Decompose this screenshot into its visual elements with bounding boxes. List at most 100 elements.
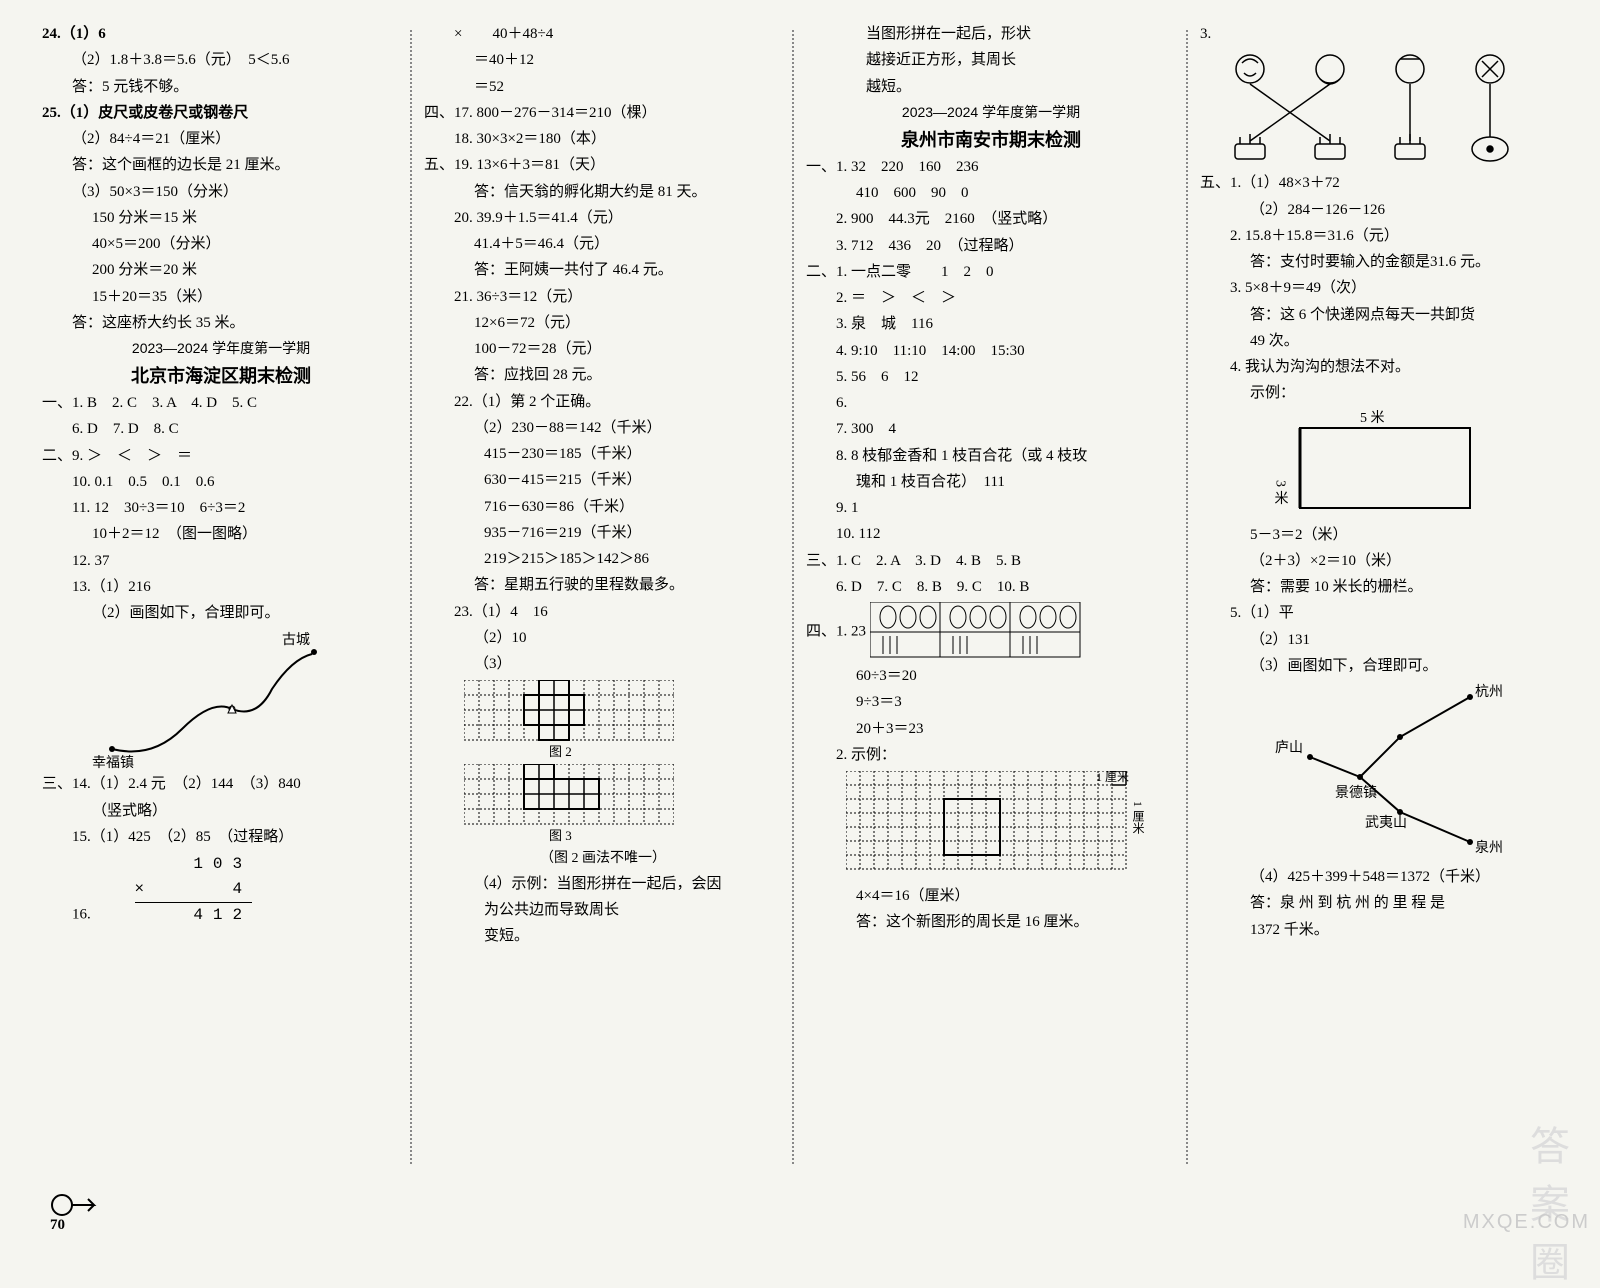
c3-s4-calc1: 60÷3＝20 bbox=[806, 665, 1176, 688]
fence-rect: 5 米 3 米 bbox=[1240, 410, 1558, 520]
beijing-s3-16: 16. 103 × 4 412 bbox=[42, 852, 400, 927]
figure-3: 图 3 bbox=[464, 764, 782, 844]
grid-shape: 1 厘米 1 厘米 bbox=[846, 771, 1176, 881]
c2-s5-19: 五、19. 13×6＋3＝81（天） bbox=[424, 154, 782, 177]
q25-9: 答：这座桥大约长 35 米。 bbox=[42, 312, 400, 335]
q24-1: 24.（1）6 bbox=[42, 23, 400, 46]
c3-s2-6: 6. bbox=[806, 392, 1176, 415]
beijing-s3-14: 三、14.（1）2.4 元 （2）144 （3）840 bbox=[42, 773, 400, 796]
beijing-s3-15: 15.（1）425 （2）85 （过程略） bbox=[42, 826, 400, 849]
svg-text:5 米: 5 米 bbox=[1360, 410, 1385, 426]
svg-text:3 米: 3 米 bbox=[1273, 480, 1289, 505]
q25-5: 150 分米＝15 米 bbox=[42, 207, 400, 230]
q25-8: 15＋20＝35（米） bbox=[42, 286, 400, 309]
beijing-s2-13: 13.（1）216 bbox=[42, 576, 400, 599]
route-map: 杭州 庐山 景德镇 武夷山 泉州 bbox=[1240, 682, 1558, 862]
svg-text:泉州: 泉州 bbox=[1475, 839, 1503, 856]
c4-s5-1b: （2）284－126－126 bbox=[1200, 199, 1558, 222]
page-container: 24.（1）6 （2）1.8＋3.8＝5.6（元） 5＜5.6 答：5 元钱不够… bbox=[0, 0, 1600, 1244]
c2-eq1: ＝40＋12 bbox=[424, 49, 782, 72]
title-quanzhou: 泉州市南安市期末检测 bbox=[806, 126, 1176, 152]
c2-s5-19b: 答：信天翁的孵化期大约是 81 天。 bbox=[424, 181, 782, 204]
c4-s5-3b: 答：这 6 个快递网点每天一共卸货 bbox=[1200, 304, 1558, 327]
c4-s5-5b: （2）131 bbox=[1200, 629, 1558, 652]
c4-s5-4: 4. 我认为沟沟的想法不对。 bbox=[1200, 356, 1558, 379]
c3-s2-8b: 瑰和 1 枝百合花） 111 bbox=[806, 471, 1176, 494]
c2-s5-20c: 答：王阿姨一共付了 46.4 元。 bbox=[424, 259, 782, 282]
c2-s5-21: 21. 36÷3＝12（元） bbox=[424, 286, 782, 309]
c4-s5-4d: （2＋3）×2＝10（米） bbox=[1200, 550, 1558, 573]
q25-3: 答：这个画框的边长是 21 厘米。 bbox=[42, 154, 400, 177]
q25-1: 25.（1）皮尺或皮卷尺或钢卷尺 bbox=[42, 102, 400, 125]
c4-s5-5f: 1372 千米。 bbox=[1200, 919, 1558, 942]
c3-s2-9: 9. 1 bbox=[806, 497, 1176, 520]
beijing-s2-13b: （2）画图如下，合理即可。 bbox=[42, 602, 400, 625]
c3-s1-1b: 410 600 90 0 bbox=[806, 182, 1176, 205]
c2-s5-21c: 100－72＝28（元） bbox=[424, 338, 782, 361]
c4-s5-4c: 5－3＝2（米） bbox=[1200, 524, 1558, 547]
c3-s2-1: 二、1. 一点二零 1 2 0 bbox=[806, 261, 1176, 284]
c2-s5-22d: 716－630＝86（千米） bbox=[424, 496, 782, 519]
c3-s4-2: 2. 示例： bbox=[806, 744, 1176, 767]
c3-s3: 三、1. C 2. A 3. D 4. B 5. B bbox=[806, 550, 1176, 573]
c3-s2-7: 7. 300 4 bbox=[806, 418, 1176, 441]
c3-s4-1: 四、1. 23 bbox=[806, 602, 1176, 662]
c3-top1: 当图形拼在一起后，形状 bbox=[806, 23, 1176, 46]
svg-text:1 厘米: 1 厘米 bbox=[1131, 801, 1145, 834]
c2-s5-20: 20. 39.9＋1.5＝41.4（元） bbox=[424, 207, 782, 230]
svg-text:杭州: 杭州 bbox=[1475, 684, 1503, 700]
c2-s5-22g: 答：星期五行驶的里程数最多。 bbox=[424, 574, 782, 597]
watermark: MXQE.COM bbox=[1463, 1211, 1590, 1234]
column-2: × 40＋48÷4 ＝40＋12 ＝52 四、17. 800－276－314＝2… bbox=[412, 20, 794, 1204]
svg-text:图 2: 图 2 bbox=[549, 744, 572, 759]
c2-s5-23b: （2）10 bbox=[424, 627, 782, 650]
q25-7: 200 分米＝20 米 bbox=[42, 259, 400, 282]
c4-s5-1: 五、1.（1）48×3＋72 bbox=[1200, 172, 1558, 195]
c3-s2-10: 10. 112 bbox=[806, 523, 1176, 546]
c2-s5-23: 23.（1）4 16 bbox=[424, 601, 782, 624]
beijing-s2-11: 11. 12 30÷3＝10 6÷3＝2 bbox=[42, 497, 400, 520]
c2-s5-21d: 答：应找回 28 元。 bbox=[424, 364, 782, 387]
c4-s5-3: 3. 5×8＋9＝49（次） bbox=[1200, 277, 1558, 300]
q25-2: （2）84÷4＝21（厘米） bbox=[42, 128, 400, 151]
c3-top3: 越短。 bbox=[806, 76, 1176, 99]
c4-s5-2: 2. 15.8＋15.8＝31.6（元） bbox=[1200, 225, 1558, 248]
column-4: 3. bbox=[1188, 20, 1570, 1204]
q24-2: （2）1.8＋3.8＝5.6（元） 5＜5.6 bbox=[42, 49, 400, 72]
svg-text:景德镇: 景德镇 bbox=[1335, 785, 1377, 801]
svg-text:图 3: 图 3 bbox=[549, 828, 572, 843]
c3-s4-eq: 4×4＝16（厘米） bbox=[806, 885, 1176, 908]
c4-s5-3c: 49 次。 bbox=[1200, 330, 1558, 353]
beijing-s3-14b: （竖式略） bbox=[42, 800, 400, 823]
c3-s4-calc3: 20＋3＝23 bbox=[806, 718, 1176, 741]
c2-s5-23g: 变短。 bbox=[424, 925, 782, 948]
c2-s5-23e: （4）示例：当图形拼在一起后，会因 bbox=[424, 873, 782, 896]
c2-s4-17: 四、17. 800－276－314＝210（棵） bbox=[424, 102, 782, 125]
year-heading-1: 2023—2024 学年度第一学期 bbox=[42, 338, 400, 358]
c3-top2: 越接近正方形，其周长 bbox=[806, 49, 1176, 72]
svg-text:1 厘米: 1 厘米 bbox=[1096, 771, 1129, 784]
label-xingfu: 幸福镇 bbox=[92, 755, 134, 769]
year-heading-2: 2023—2024 学年度第一学期 bbox=[806, 102, 1176, 122]
c2-s5-22f: 219＞215＞185＞142＞86 bbox=[424, 548, 782, 571]
beijing-s1-2: 6. D 7. D 8. C bbox=[42, 418, 400, 441]
page-number: 70 bbox=[50, 1193, 100, 1234]
c4-s5-5c: （3）画图如下，合理即可。 bbox=[1200, 655, 1558, 678]
beijing-s2-10: 10. 0.1 0.5 0.1 0.6 bbox=[42, 471, 400, 494]
svg-text:武夷山: 武夷山 bbox=[1365, 815, 1407, 831]
c2-s5-21b: 12×6＝72（元） bbox=[424, 312, 782, 335]
c2-s5-22e: 935－716＝219（千米） bbox=[424, 522, 782, 545]
title-beijing: 北京市海淀区期末检测 bbox=[42, 362, 400, 388]
c2-s5-22c: 630－415＝215（千米） bbox=[424, 469, 782, 492]
c2-s5-23d: （图 2 画法不唯一） bbox=[424, 848, 782, 870]
beijing-s2-9: 二、9. ＞ ＜ ＞ ＝ bbox=[42, 445, 400, 468]
c4-s5-4b: 示例： bbox=[1200, 382, 1558, 405]
svg-text:庐山: 庐山 bbox=[1275, 740, 1303, 756]
c2-topx: × 40＋48÷4 bbox=[424, 23, 782, 46]
c3-s2-4: 4. 9:10 11:10 14:00 15:30 bbox=[806, 340, 1176, 363]
c2-s4-18: 18. 30×3×2＝180（本） bbox=[424, 128, 782, 151]
c4-s5-5: 5.（1）平 bbox=[1200, 602, 1558, 625]
q25-6: 40×5＝200（分米） bbox=[42, 233, 400, 256]
c3-s2-8: 8. 8 枝郁金香和 1 枝百合花（或 4 枝玫 bbox=[806, 445, 1176, 468]
c3-s3b: 6. D 7. C 8. B 9. C 10. B bbox=[806, 576, 1176, 599]
